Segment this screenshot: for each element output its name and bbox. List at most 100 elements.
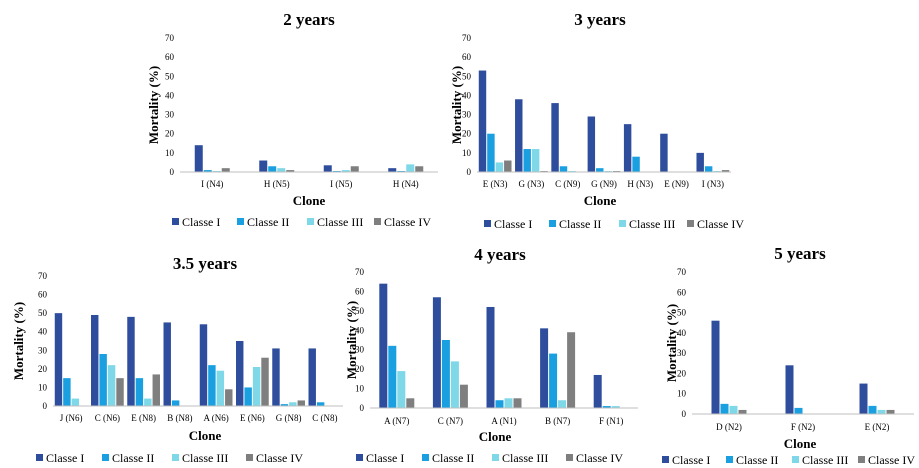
chart-title: 3 years bbox=[574, 10, 626, 29]
y-axis-label: Mortality (%) bbox=[146, 66, 161, 144]
x-tick-label: C (N6) bbox=[95, 413, 120, 423]
bar bbox=[135, 378, 144, 406]
legend-swatch bbox=[566, 454, 573, 461]
bar bbox=[127, 316, 135, 406]
y-tick-label: 10 bbox=[38, 382, 48, 392]
bar bbox=[99, 354, 107, 406]
y-tick-label: 50 bbox=[38, 308, 48, 318]
y-axis-label: Mortality (%) bbox=[344, 301, 359, 379]
bar bbox=[289, 402, 297, 406]
bar bbox=[478, 70, 487, 172]
x-tick-label: A (N1) bbox=[491, 416, 516, 426]
bar bbox=[261, 357, 269, 406]
bar bbox=[523, 149, 531, 172]
bar bbox=[567, 332, 576, 408]
bar bbox=[459, 384, 468, 408]
bar bbox=[696, 152, 704, 172]
bar bbox=[415, 166, 424, 172]
bar bbox=[623, 124, 632, 172]
legend-label: Classe II bbox=[112, 451, 154, 465]
chart-panel: 3.5 years 0 10 20 30 40 50 60 70 Mortality (%) J (… bbox=[11, 254, 343, 465]
x-tick-label: F (N2) bbox=[791, 422, 815, 432]
legend-label: Classe II bbox=[736, 453, 778, 467]
legend-swatch bbox=[307, 218, 314, 225]
y-tick-label: 10 bbox=[677, 389, 687, 399]
bar bbox=[259, 160, 268, 172]
bar bbox=[221, 168, 230, 172]
y-tick-label: 40 bbox=[165, 90, 175, 100]
bar bbox=[199, 324, 208, 406]
legend-label: Classe I bbox=[672, 453, 710, 467]
bar bbox=[91, 315, 99, 406]
y-axis-label: Mortality (%) bbox=[449, 66, 464, 144]
legend-swatch bbox=[102, 454, 109, 461]
bar bbox=[54, 313, 63, 406]
y-tick-label: 10 bbox=[462, 148, 472, 158]
x-tick-label: B (N7) bbox=[545, 416, 570, 426]
y-tick-label: 20 bbox=[165, 129, 175, 139]
bar bbox=[558, 400, 567, 408]
bar bbox=[540, 328, 549, 408]
bar bbox=[886, 409, 895, 414]
legend-label: Classe II bbox=[559, 217, 601, 231]
x-axis-label: Clone bbox=[293, 193, 326, 208]
legend-swatch bbox=[172, 218, 179, 225]
bar bbox=[704, 166, 713, 172]
chart-title: 5 years bbox=[774, 244, 826, 263]
bar bbox=[549, 353, 558, 408]
y-axis-label: Mortality (%) bbox=[664, 304, 679, 382]
x-axis-label: Clone bbox=[189, 428, 222, 443]
y-tick-label: 60 bbox=[355, 286, 365, 296]
legend-label: Classe IV bbox=[384, 215, 431, 229]
y-tick-label: 70 bbox=[165, 33, 175, 43]
bar bbox=[450, 361, 459, 408]
bar bbox=[531, 149, 540, 172]
y-tick-label: 60 bbox=[462, 52, 472, 62]
bar bbox=[602, 406, 611, 408]
y-tick-label: 0 bbox=[360, 403, 365, 413]
bar bbox=[660, 133, 668, 172]
legend-swatch bbox=[792, 456, 799, 463]
bar bbox=[495, 162, 504, 172]
bar bbox=[587, 116, 596, 172]
x-tick-label: H (N5) bbox=[264, 179, 290, 189]
y-tick-label: 20 bbox=[38, 364, 48, 374]
bar bbox=[859, 383, 868, 414]
legend-swatch bbox=[726, 456, 733, 463]
bar bbox=[107, 365, 116, 406]
y-tick-label: 50 bbox=[677, 308, 687, 318]
bar bbox=[596, 168, 604, 172]
bar bbox=[432, 297, 441, 408]
bar bbox=[406, 164, 415, 172]
bar bbox=[208, 365, 216, 406]
y-tick-label: 60 bbox=[38, 290, 48, 300]
legend-label: Classe IV bbox=[868, 453, 915, 467]
x-tick-label: H (N3) bbox=[627, 179, 653, 189]
legend-label: Classe II bbox=[432, 451, 474, 465]
x-tick-label: E (N3) bbox=[483, 179, 508, 189]
bar bbox=[593, 374, 602, 408]
y-tick-label: 40 bbox=[677, 328, 687, 338]
legend-swatch bbox=[237, 218, 244, 225]
y-tick-label: 10 bbox=[355, 384, 365, 394]
bar bbox=[487, 133, 495, 172]
chart-panel: 4 years 0 10 20 30 40 50 60 70 Mortality (%) A (N7… bbox=[344, 245, 638, 465]
legend-swatch bbox=[662, 456, 669, 463]
bar bbox=[495, 400, 504, 408]
x-tick-label: G (N9) bbox=[591, 179, 617, 189]
y-tick-label: 60 bbox=[165, 52, 175, 62]
y-tick-label: 60 bbox=[677, 287, 687, 297]
bar bbox=[632, 156, 640, 172]
bar bbox=[236, 341, 244, 406]
bar bbox=[388, 168, 397, 172]
bar bbox=[729, 405, 738, 414]
bar bbox=[194, 145, 203, 172]
legend-label: Classe IV bbox=[256, 451, 303, 465]
y-tick-label: 0 bbox=[467, 167, 472, 177]
bar bbox=[611, 406, 620, 408]
bar bbox=[504, 398, 513, 408]
bar bbox=[272, 348, 280, 406]
legend-label: Classe IV bbox=[576, 451, 623, 465]
x-tick-label: G (N8) bbox=[276, 413, 302, 423]
